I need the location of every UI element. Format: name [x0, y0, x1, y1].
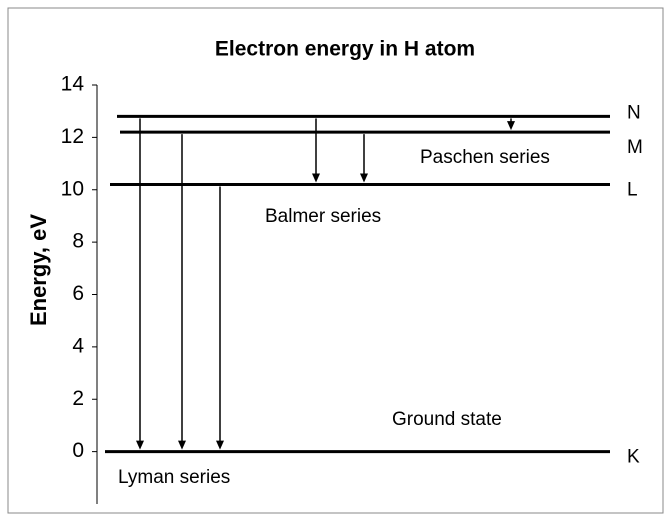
arrow-head: [360, 173, 368, 183]
y-tick-label: 4: [72, 334, 84, 357]
y-tick-label: 14: [61, 73, 85, 96]
series-label: Lyman series: [118, 467, 230, 488]
chart-title: Electron energy in H atom: [215, 38, 475, 61]
transition-arrow: [178, 134, 186, 450]
transition-arrow: [360, 134, 368, 183]
y-tick-label: 2: [72, 387, 84, 410]
series-label: Balmer series: [265, 206, 381, 227]
series-label: Paschen series: [420, 147, 550, 168]
arrow-head: [178, 440, 186, 450]
y-tick-label: 8: [72, 230, 84, 253]
y-axis-label: Energy, eV: [26, 214, 51, 326]
arrow-head: [216, 440, 224, 450]
annotation: Ground state: [392, 409, 502, 430]
transition-arrow: [312, 118, 320, 183]
y-tick-label: 10: [61, 177, 84, 200]
level-label: N: [627, 102, 641, 123]
arrow-head: [136, 440, 144, 450]
level-label: L: [627, 180, 638, 201]
arrow-head: [507, 121, 515, 131]
y-tick-label: 6: [72, 282, 84, 305]
transition-arrow: [216, 186, 224, 450]
transition-arrow: [507, 118, 515, 131]
chart-frame: [7, 7, 664, 514]
transition-arrow: [136, 118, 144, 450]
y-tick-label: 12: [61, 125, 84, 148]
y-tick-label: 0: [72, 439, 84, 462]
level-label: M: [627, 137, 643, 158]
level-label: K: [627, 447, 640, 468]
arrow-head: [312, 173, 320, 183]
